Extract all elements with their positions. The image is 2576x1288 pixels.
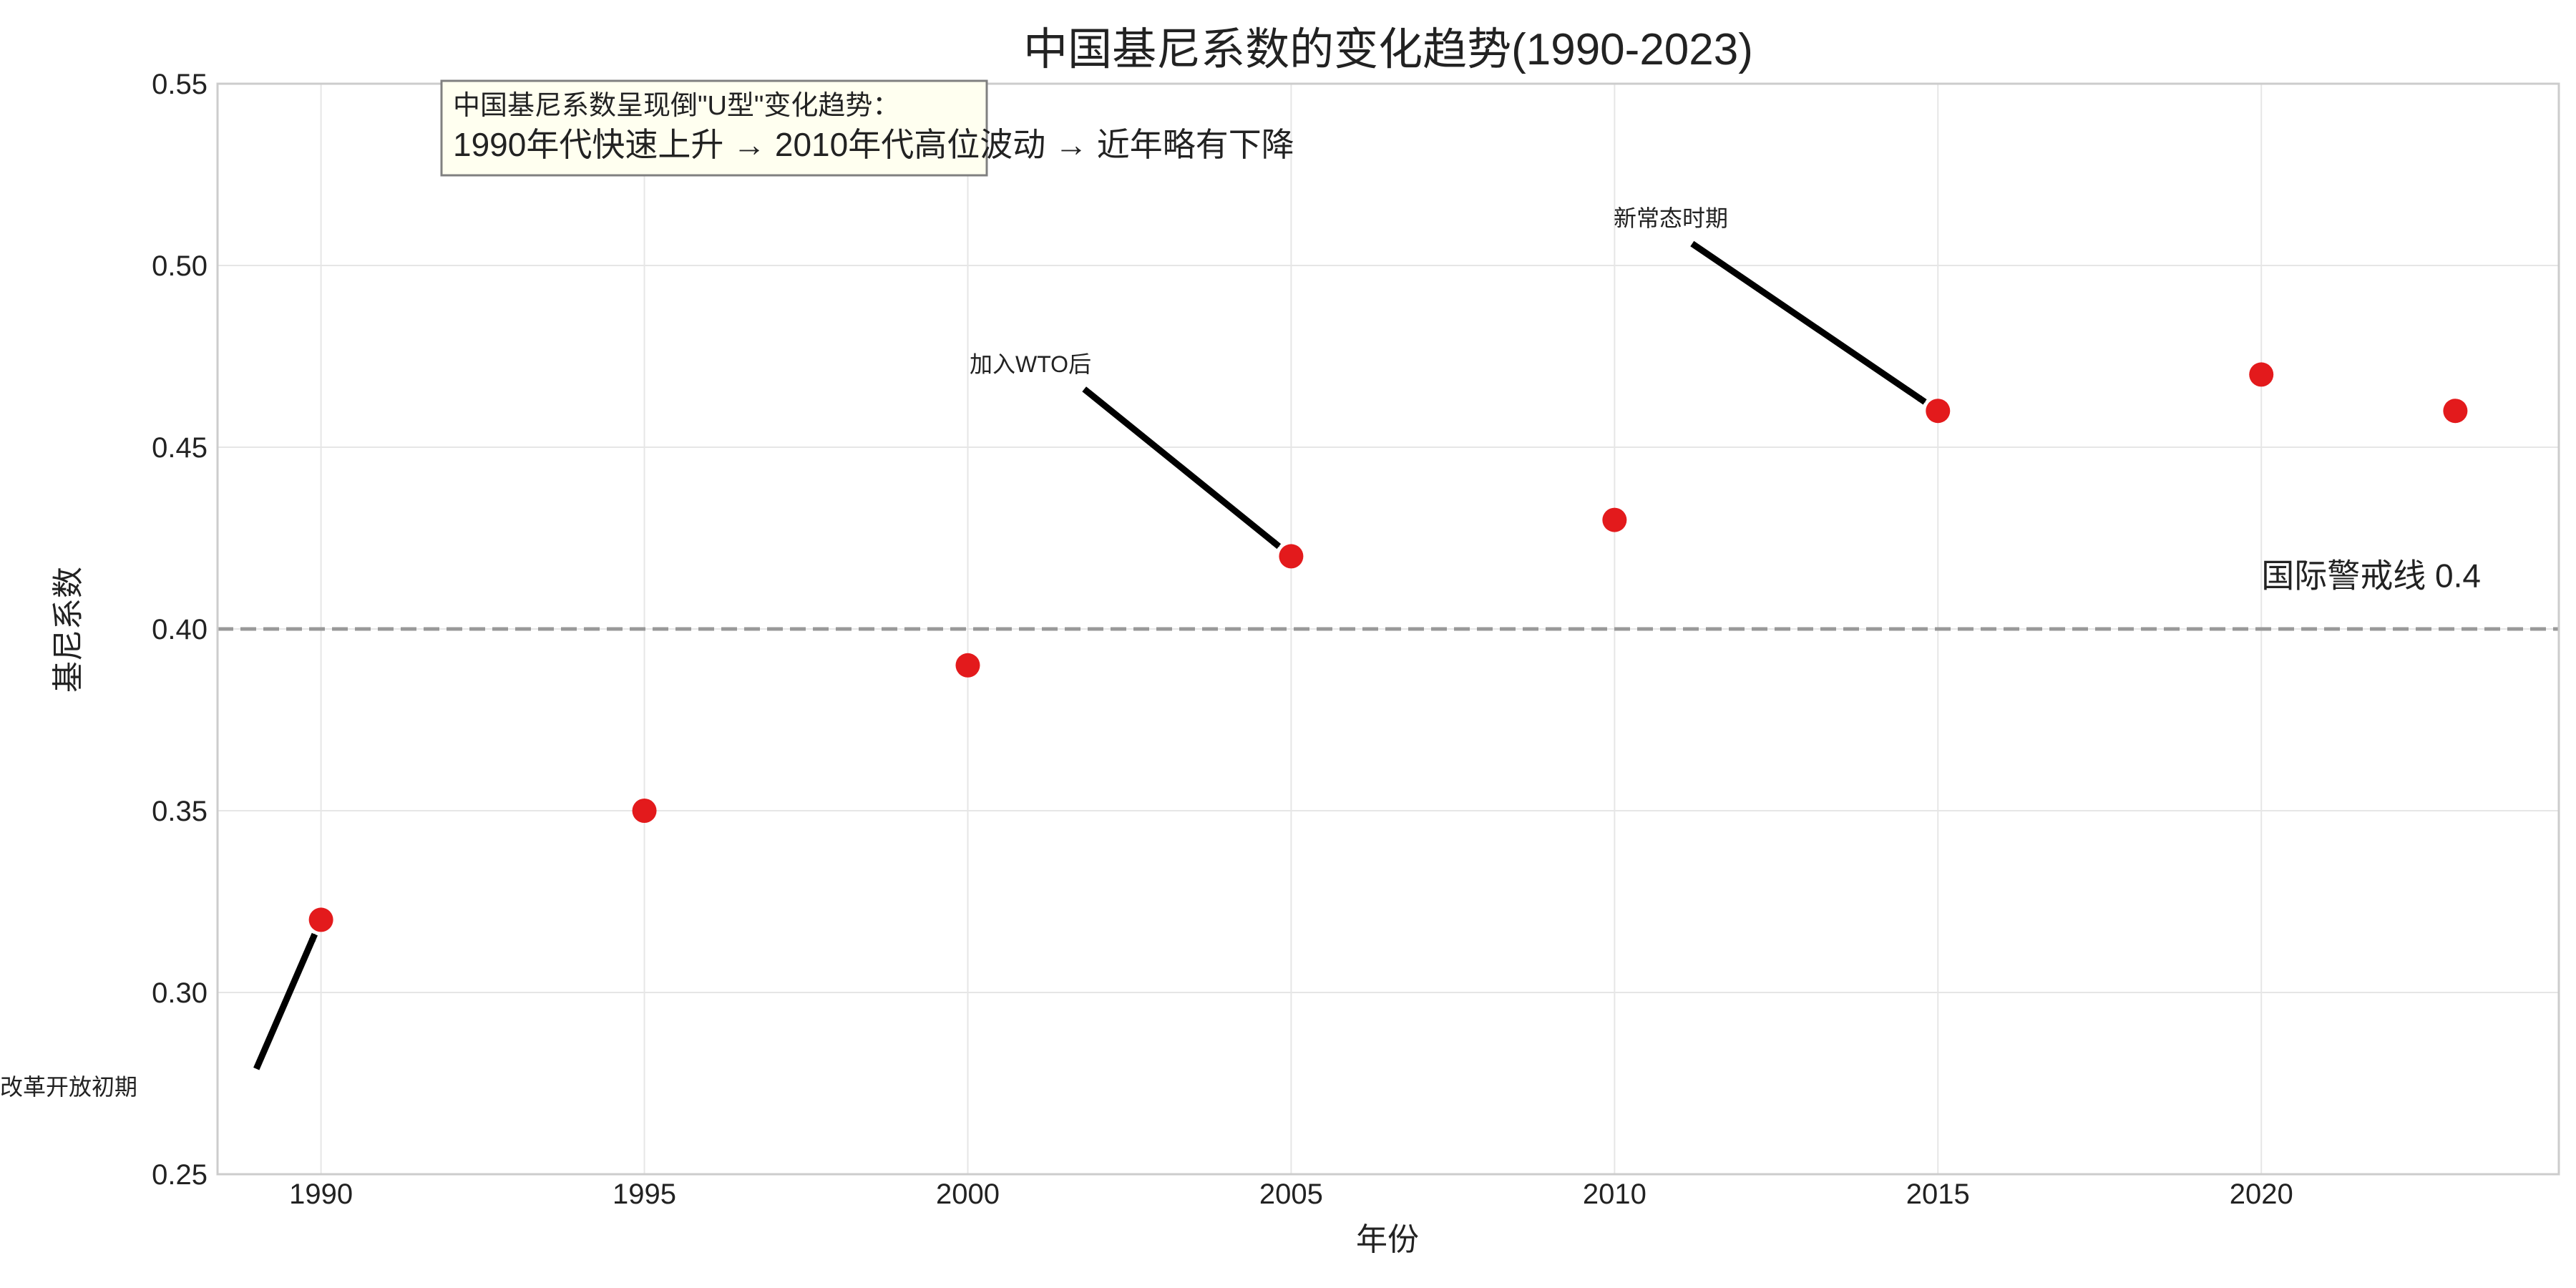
annotation-arrow bbox=[1084, 389, 1279, 547]
data-point bbox=[955, 653, 980, 678]
data-point bbox=[1279, 544, 1303, 568]
chart-title: 中国基尼系数的变化趋势(1990-2023) bbox=[1023, 25, 1753, 74]
annotation-arrow bbox=[256, 935, 315, 1069]
data-point bbox=[309, 907, 333, 932]
reference-line-label: 国际警戒线 0.4 bbox=[2261, 557, 2481, 595]
trend-note-box: 中国基尼系数呈现倒"U型"变化趋势： 1990年代快速上升 → 2010年代高位… bbox=[441, 81, 1294, 175]
trend-note-line2: 1990年代快速上升 → 2010年代高位波动 → 近年略有下降 bbox=[453, 126, 1294, 163]
x-tick-label: 2000 bbox=[936, 1179, 1000, 1210]
annotation-arrow bbox=[1692, 244, 1925, 402]
annotation-label: 改革开放初期 bbox=[0, 1074, 137, 1100]
data-point bbox=[2249, 362, 2273, 386]
data-point bbox=[1602, 508, 1626, 532]
annotation-label: 加入WTO后 bbox=[970, 351, 1091, 377]
x-tick-label: 2020 bbox=[2230, 1179, 2293, 1210]
x-tick-label: 1990 bbox=[289, 1179, 353, 1210]
x-axis-title: 年份 bbox=[1356, 1222, 1419, 1257]
data-point bbox=[633, 799, 657, 823]
gini-scatter-chart: 中国基尼系数的变化趋势(1990-2023) 国际警戒线 0.4 1990 199… bbox=[0, 0, 2576, 1288]
data-point bbox=[2443, 399, 2467, 423]
x-tick-label: 1995 bbox=[613, 1179, 676, 1210]
trend-note-line1: 中国基尼系数呈现倒"U型"变化趋势： bbox=[453, 91, 899, 121]
y-tick-label: 0.30 bbox=[152, 977, 208, 1009]
y-tick-label: 0.25 bbox=[152, 1159, 208, 1191]
y-axis-title: 基尼系数 bbox=[51, 567, 86, 693]
data-point bbox=[1926, 399, 1950, 423]
reference-layer: 国际警戒线 0.4 bbox=[218, 557, 2559, 629]
x-tick-label: 2010 bbox=[1583, 1179, 1646, 1210]
y-tick-label: 0.50 bbox=[152, 250, 208, 282]
annotations: 改革开放初期 加入WTO后 新常态时期 bbox=[0, 205, 1925, 1100]
y-tick-label: 0.40 bbox=[152, 614, 208, 645]
x-tick-label: 2005 bbox=[1259, 1179, 1323, 1210]
annotation-label: 新常态时期 bbox=[1614, 205, 1728, 231]
y-tick-label: 0.45 bbox=[152, 432, 208, 464]
y-tick-label: 0.55 bbox=[152, 69, 208, 100]
y-tick-label: 0.35 bbox=[152, 796, 208, 827]
tick-labels: 1990 1995 2000 2005 2010 2015 2020 0.25 0.30 0.35… bbox=[152, 69, 2293, 1210]
x-tick-label: 2015 bbox=[1906, 1179, 1970, 1210]
